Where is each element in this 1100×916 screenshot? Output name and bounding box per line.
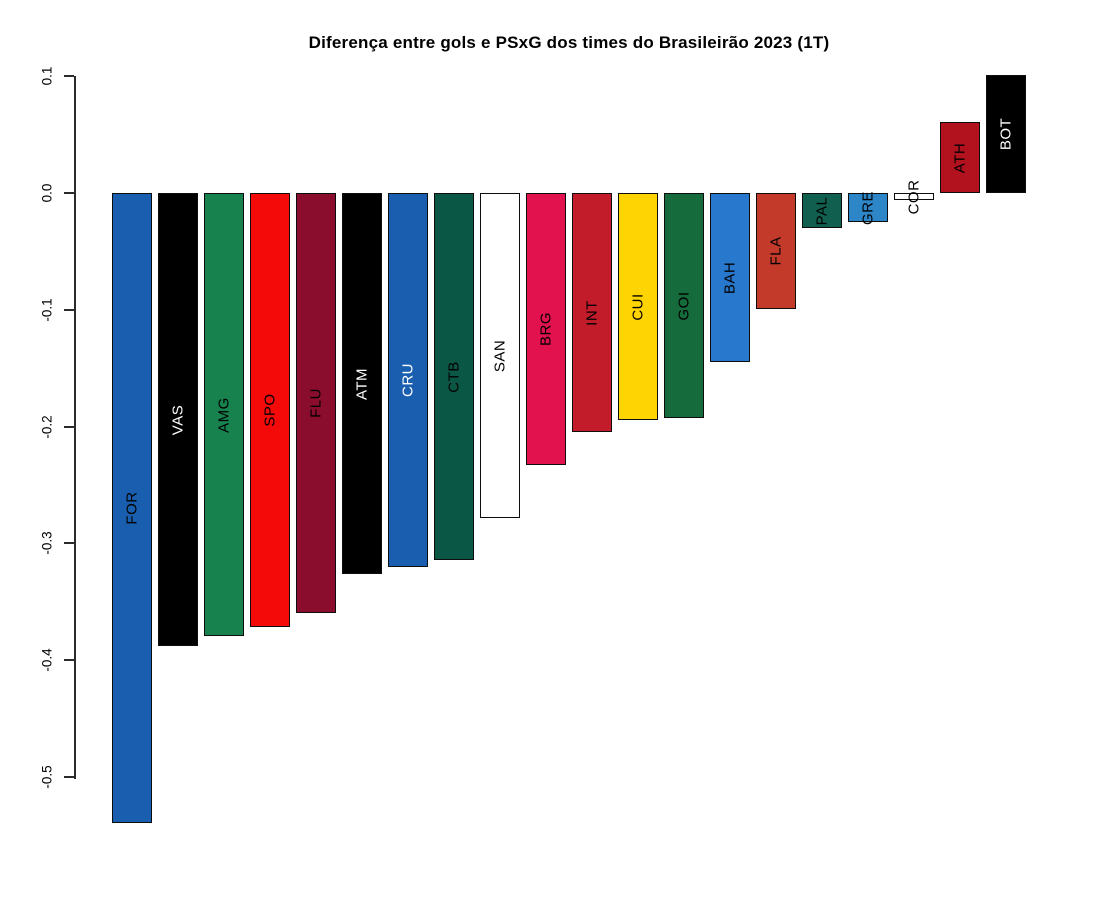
y-axis-tick bbox=[64, 75, 74, 77]
bar-label-san: SAN bbox=[491, 339, 509, 372]
bar-goi: GOI bbox=[664, 193, 704, 418]
bar-cru: CRU bbox=[388, 193, 428, 567]
bar-cui: CUI bbox=[618, 193, 658, 420]
bar-vas: VAS bbox=[158, 193, 198, 646]
bar-label-bot: BOT bbox=[997, 117, 1015, 151]
bar-label-gre: GRE bbox=[859, 190, 877, 225]
y-axis-tick bbox=[64, 309, 74, 311]
chart-title: Diferença entre gols e PSxG dos times do… bbox=[308, 33, 830, 52]
bar-for: FOR bbox=[112, 193, 152, 823]
bar-ath: ATH bbox=[940, 122, 980, 193]
y-axis-tick-label: -0.5 bbox=[39, 765, 55, 789]
bar-cor: COR bbox=[894, 179, 934, 214]
bar-label-brg: BRG bbox=[537, 311, 555, 347]
y-axis-tick bbox=[64, 542, 74, 544]
bar-amg: AMG bbox=[204, 193, 244, 636]
bar-fla: FLA bbox=[756, 193, 796, 309]
bar-spo: SPO bbox=[250, 193, 290, 627]
y-axis-tick-label: -0.4 bbox=[39, 648, 55, 672]
bar-flu: FLU bbox=[296, 193, 336, 613]
bar-label-ath: ATH bbox=[951, 142, 969, 173]
y-axis-tick bbox=[64, 426, 74, 428]
bar-label-cor: COR bbox=[905, 179, 923, 214]
bar-ctb: CTB bbox=[434, 193, 474, 560]
y-axis-tick bbox=[64, 776, 74, 778]
bar-label-atm: ATM bbox=[353, 367, 371, 400]
bar-label-fla: FLA bbox=[767, 236, 785, 266]
bar-label-spo: SPO bbox=[261, 393, 279, 427]
bar-int: INT bbox=[572, 193, 612, 432]
bar-label-amg: AMG bbox=[215, 396, 233, 433]
bar-label-flu: FLU bbox=[307, 388, 325, 418]
bar-label-cru: CRU bbox=[399, 363, 417, 397]
y-axis-tick-label: -0.1 bbox=[39, 298, 55, 322]
bar-label-bah: BAH bbox=[721, 261, 739, 294]
bar-brg: BRG bbox=[526, 193, 566, 465]
y-axis-tick bbox=[64, 192, 74, 194]
bar-pal: PAL bbox=[802, 193, 842, 228]
y-axis-tick-label: 0.1 bbox=[39, 66, 55, 86]
bar-label-goi: GOI bbox=[675, 290, 693, 321]
y-axis-line bbox=[74, 76, 76, 779]
bar-atm: ATM bbox=[342, 193, 382, 574]
y-axis-tick-label: -0.2 bbox=[39, 415, 55, 439]
bar-san: SAN bbox=[480, 193, 520, 518]
bar-label-int: INT bbox=[583, 299, 601, 326]
bar-label-for: FOR bbox=[123, 491, 141, 525]
y-axis-tick-label: -0.3 bbox=[39, 531, 55, 555]
bar-label-pal: PAL bbox=[813, 196, 831, 225]
bar-label-ctb: CTB bbox=[445, 360, 463, 393]
bar-gre: GRE bbox=[848, 190, 888, 225]
bar-bot: BOT bbox=[986, 75, 1026, 193]
bar-label-vas: VAS bbox=[169, 404, 187, 435]
y-axis-tick bbox=[64, 659, 74, 661]
y-axis-tick-label: 0.0 bbox=[39, 183, 55, 203]
bar-label-cui: CUI bbox=[629, 292, 647, 321]
bar-bah: BAH bbox=[710, 193, 750, 362]
